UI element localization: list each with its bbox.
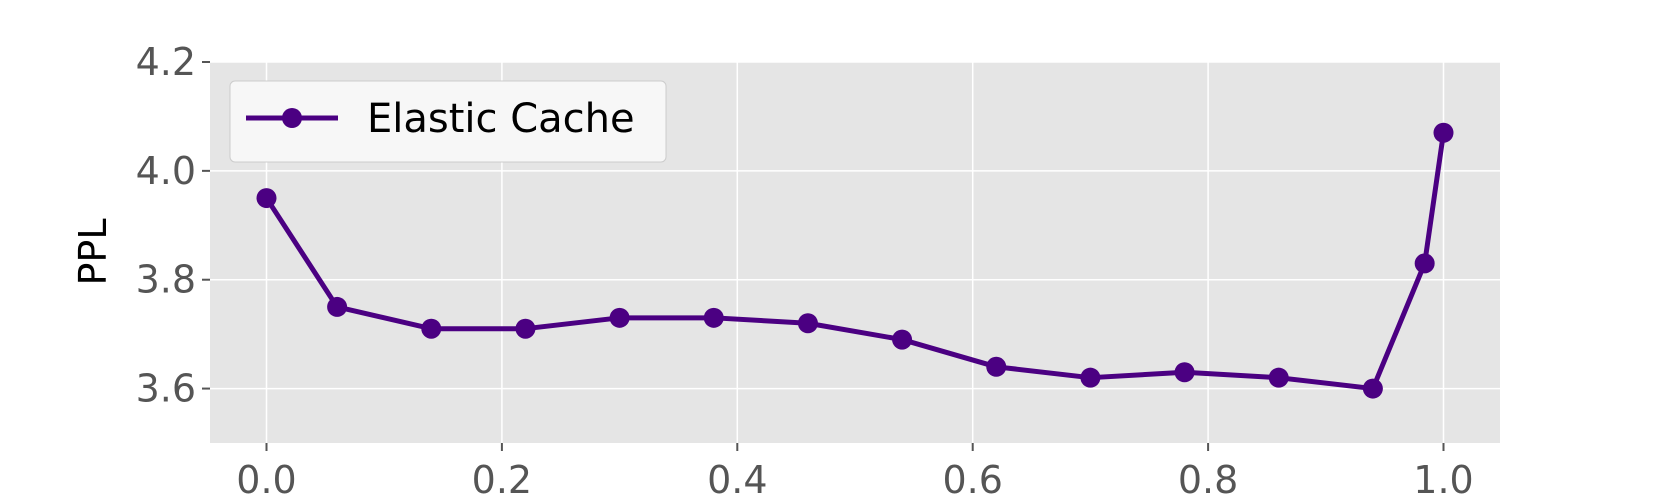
data-point: [986, 356, 1007, 377]
data-point: [515, 318, 536, 339]
data-point: [1433, 122, 1454, 143]
data-point: [797, 313, 818, 334]
data-point: [703, 307, 724, 328]
data-point: [1174, 362, 1195, 383]
x-tick-label: 1.0: [1413, 458, 1473, 498]
data-point: [1080, 367, 1101, 388]
data-point: [1362, 378, 1383, 399]
y-tick-label: 4.0: [136, 149, 196, 193]
data-point: [421, 318, 442, 339]
x-tick-label: 0.2: [472, 458, 532, 498]
grid: [210, 61, 1500, 443]
data-point: [1414, 253, 1435, 274]
legend-box: [229, 80, 667, 163]
y-axis: 3.6 3.8 4.0 4.2: [136, 40, 210, 411]
x-tick-label: 0.6: [942, 458, 1002, 498]
x-tick-label: 0.0: [236, 458, 296, 498]
x-axis: 0.0 0.2 0.4 0.6 0.8 1.0: [236, 443, 1474, 498]
data-point: [609, 307, 630, 328]
series-layer: [256, 122, 1454, 399]
y-tick-label: 3.8: [136, 258, 196, 302]
y-axis-label: PPL: [71, 218, 115, 285]
x-tick-label: 0.8: [1178, 458, 1238, 498]
y-tick-label: 3.6: [136, 367, 196, 411]
legend: Elastic Cache: [229, 80, 667, 163]
y-tick-label: 4.2: [136, 40, 196, 84]
legend-label: Elastic Cache: [367, 96, 635, 142]
legend-marker-swatch: [282, 108, 302, 128]
data-point: [327, 296, 348, 317]
data-point: [1268, 367, 1289, 388]
data-point: [892, 329, 913, 350]
x-tick-label: 0.4: [707, 458, 767, 498]
data-point: [256, 188, 277, 209]
